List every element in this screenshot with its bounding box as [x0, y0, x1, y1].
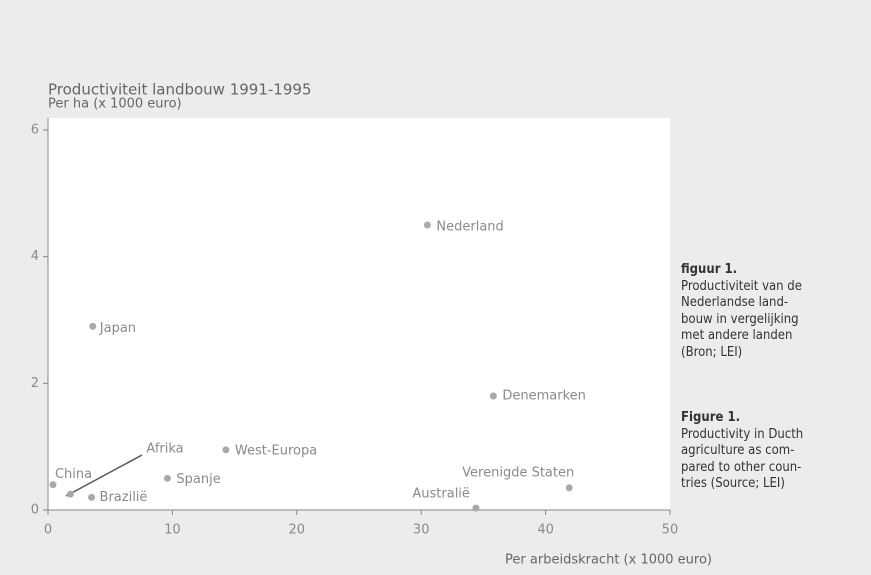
- point: [163, 474, 171, 482]
- point-label: Afrika: [146, 442, 183, 457]
- caption-line: Productiviteit van de: [681, 278, 802, 294]
- caption-heading: Figure 1.: [681, 410, 741, 425]
- caption-line: Nederlandse land-: [681, 295, 789, 310]
- point-label: Spanje: [176, 472, 220, 487]
- leader-line: [65, 454, 143, 497]
- point: [66, 490, 74, 498]
- point-label: Japan: [99, 321, 136, 336]
- point: [565, 484, 573, 492]
- caption-nl: figuur 1. Productiviteit van de Nederlands…: [681, 262, 871, 361]
- point: [49, 481, 57, 489]
- caption-line: pared to other coun-: [681, 459, 802, 475]
- point-label: China: [55, 467, 92, 482]
- y-axis-label: Per ha (x 1000 euro): [48, 97, 182, 112]
- point: [88, 493, 96, 501]
- point-label: Denemarken: [502, 389, 586, 404]
- point: [89, 322, 97, 330]
- caption-line: agriculture as com-: [681, 443, 795, 458]
- point-label: Verenigde Staten: [462, 465, 574, 480]
- chart-title: Productiviteit landbouw 1991-1995: [48, 81, 311, 99]
- caption-line: met andere landen: [681, 328, 793, 343]
- x-tick-label: 40: [537, 523, 554, 538]
- x-tick-label: 0: [44, 523, 52, 538]
- point: [472, 504, 480, 512]
- caption-line: (Bron; LEI): [681, 344, 743, 360]
- point-label: West-Europa: [235, 443, 317, 458]
- point: [423, 221, 431, 229]
- caption-line: bouw in vergelijking: [681, 311, 799, 327]
- x-axis-label: Per arbeidskracht (x 1000 euro): [505, 553, 712, 568]
- point-label: Australiё: [412, 487, 470, 502]
- y-tick-label: 6: [31, 123, 39, 138]
- x-tick-label: 10: [164, 523, 181, 538]
- caption-line: Productivity in Ducth: [681, 426, 804, 442]
- caption-heading: figuur 1.: [681, 262, 738, 277]
- caption-en: Figure 1. Productivity in Ducth agricultur…: [681, 410, 871, 493]
- x-tick-label: 30: [413, 523, 430, 538]
- plot-area: [48, 118, 670, 510]
- x-tick-label: 20: [289, 523, 306, 538]
- y-tick-label: 0: [31, 503, 39, 518]
- point-label: Braziliё: [100, 490, 148, 505]
- x-tick-label: 50: [662, 523, 679, 538]
- y-tick-label: 2: [31, 376, 39, 391]
- caption-line: tries (Source; LEI): [681, 476, 785, 491]
- y-tick-label: 4: [31, 249, 39, 264]
- point-label: Nederland: [436, 220, 503, 235]
- point: [222, 446, 230, 454]
- point: [489, 392, 497, 400]
